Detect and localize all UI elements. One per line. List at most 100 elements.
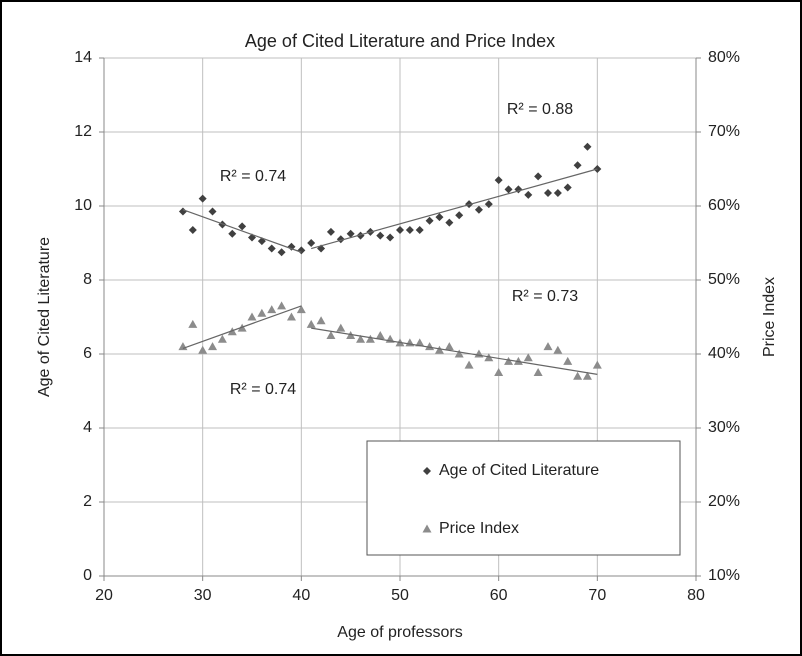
diamond-point [376, 231, 385, 240]
triangle-point [444, 342, 454, 351]
legend-label: Age of Cited Literature [439, 462, 599, 479]
triangle-point [217, 334, 227, 343]
trendline [182, 305, 302, 350]
triangle-point [563, 356, 573, 365]
r-squared-label: R² = 0.74 [220, 168, 286, 185]
triangle-point [464, 360, 474, 369]
triangle-point [306, 319, 316, 328]
diamond-point [415, 226, 424, 235]
chart-title: Age of Cited Literature and Price Index [245, 31, 555, 51]
diamond-point [208, 207, 217, 216]
y-tick-label: 0 [83, 567, 92, 584]
triangle-point [296, 305, 306, 314]
y2-tick-label: 20% [708, 493, 740, 510]
triangle-point [573, 371, 583, 380]
diamond-point [238, 222, 247, 231]
diamond-point [563, 183, 572, 192]
triangle-point [523, 353, 533, 362]
diamond-point [396, 226, 404, 235]
triangle-point [316, 316, 326, 325]
triangle-point [375, 331, 385, 339]
diamond-point [178, 207, 187, 216]
diamond-point [474, 205, 483, 214]
diamond-point [277, 248, 286, 257]
legend-box [366, 440, 681, 556]
diamond-point [494, 176, 503, 185]
diamond-point [484, 200, 493, 209]
trendline [182, 209, 302, 253]
diamond-point [346, 229, 355, 238]
diamond-point [573, 161, 582, 170]
r-squared-label: R² = 0.88 [507, 101, 573, 118]
y2-tick-label: 50% [708, 271, 740, 288]
diamond-point [267, 244, 276, 253]
triangle-point [286, 312, 296, 321]
y2-tick-label: 60% [708, 197, 740, 214]
diamond-point [386, 233, 395, 242]
triangle-point [257, 308, 267, 317]
triangle-point [504, 356, 514, 365]
diamond-point [356, 231, 365, 240]
triangle-point [277, 301, 287, 310]
x-tick-label: 60 [490, 587, 508, 604]
triangle-point [247, 312, 257, 321]
y2-axis-label: Price Index [761, 277, 778, 357]
triangle-point [267, 305, 277, 314]
trendline [311, 168, 598, 250]
y2-tick-label: 70% [708, 123, 740, 140]
diamond-point [307, 239, 316, 247]
x-tick-label: 50 [391, 587, 409, 604]
y-tick-label: 8 [83, 271, 92, 288]
y2-tick-label: 80% [708, 49, 740, 66]
x-axis-label: Age of professors [337, 624, 462, 641]
triangle-point [356, 334, 366, 343]
x-tick-label: 30 [194, 587, 212, 604]
diamond-point [544, 189, 552, 198]
diamond-point [326, 227, 335, 236]
x-tick-label: 20 [95, 587, 113, 604]
x-tick-label: 80 [687, 587, 705, 604]
triangle-point [582, 371, 592, 380]
y-tick-label: 12 [74, 123, 92, 140]
y-tick-label: 6 [83, 345, 92, 362]
diamond-point [405, 226, 414, 235]
triangle-point [513, 356, 523, 365]
trendline [311, 327, 598, 375]
r-squared-label: R² = 0.74 [230, 381, 296, 398]
legend-marker [423, 467, 431, 475]
diamond-point [455, 211, 464, 220]
triangle-point [533, 368, 543, 376]
diamond-point [553, 189, 562, 198]
triangle-point [208, 342, 218, 351]
y-axis-label: Age of Cited Literature [36, 237, 53, 397]
legend-label: Price Index [439, 520, 519, 537]
y-tick-label: 2 [83, 493, 92, 510]
diamond-point [435, 213, 444, 222]
y2-tick-label: 30% [708, 419, 740, 436]
diamond-point [198, 194, 207, 203]
triangle-point [543, 342, 553, 351]
diamond-point [228, 229, 237, 238]
triangle-point [434, 345, 444, 354]
y-tick-label: 10 [74, 197, 92, 214]
diamond-point [534, 172, 543, 181]
diamond-point [583, 142, 592, 151]
diamond-point [188, 226, 197, 235]
r-squared-label: R² = 0.73 [512, 288, 578, 305]
triangle-point [188, 319, 198, 328]
triangle-point [454, 349, 464, 358]
triangle-point [592, 360, 602, 369]
diamond-point [287, 242, 296, 251]
y-tick-label: 14 [74, 49, 92, 66]
x-tick-label: 40 [292, 587, 310, 604]
triangle-point [336, 323, 346, 332]
diamond-point [297, 246, 306, 255]
y2-tick-label: 40% [708, 345, 740, 362]
y-tick-label: 4 [83, 419, 92, 436]
y2-tick-label: 10% [708, 567, 740, 584]
x-tick-label: 70 [588, 587, 606, 604]
triangle-point [365, 334, 375, 343]
legend-marker [422, 524, 432, 533]
